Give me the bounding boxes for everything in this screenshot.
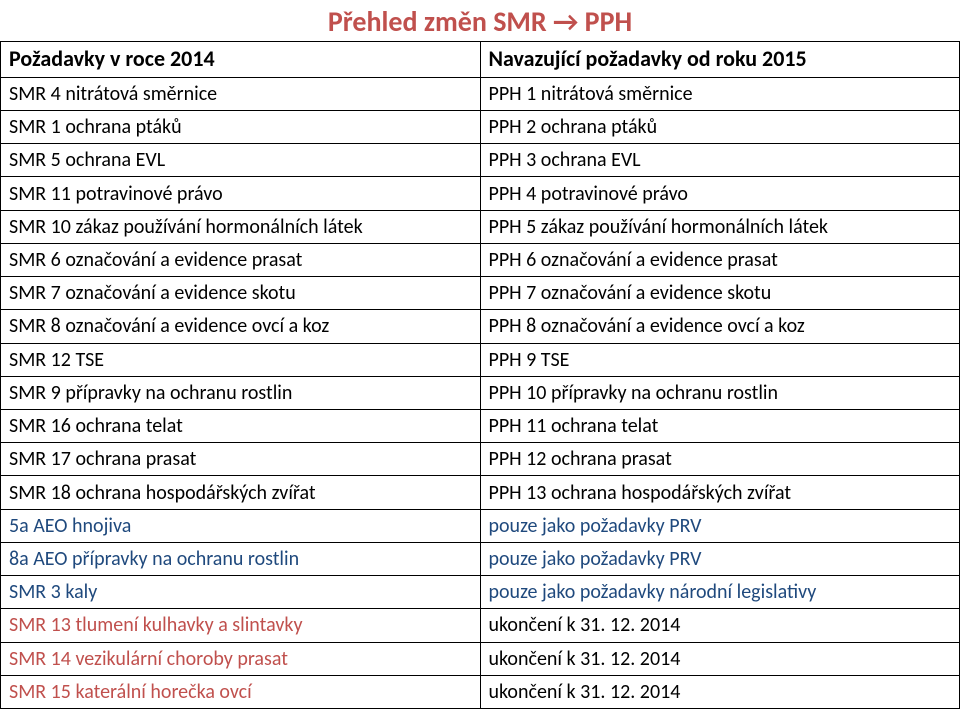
cell-right: PPH 7 označování a evidence skotu	[480, 277, 960, 310]
cell-left: SMR 5 ochrana EVL	[1, 144, 481, 177]
table-row: SMR 12 TSEPPH 9 TSE	[1, 343, 960, 376]
cell-left: 5a AEO hnojiva	[1, 509, 481, 542]
table-row: 5a AEO hnojivapouze jako požadavky PRV	[1, 509, 960, 542]
table-row: SMR 6 označování a evidence prasatPPH 6 …	[1, 243, 960, 276]
table-row: SMR 3 kalypouze jako požadavky národní l…	[1, 576, 960, 609]
table-row: SMR 11 potravinové právoPPH 4 potravinov…	[1, 177, 960, 210]
cell-left: SMR 9 přípravky na ochranu rostlin	[1, 376, 481, 409]
cell-right: PPH 9 TSE	[480, 343, 960, 376]
cell-right: PPH 12 ochrana prasat	[480, 443, 960, 476]
cell-left: SMR 14 vezikulární choroby prasat	[1, 642, 481, 675]
cell-left: SMR 16 ochrana telat	[1, 409, 481, 442]
table-header-row: Požadavky v roce 2014 Navazující požadav…	[1, 42, 960, 78]
cell-left: SMR 10 zákaz používání hormonálních láte…	[1, 210, 481, 243]
table-row: SMR 9 přípravky na ochranu rostlinPPH 10…	[1, 376, 960, 409]
cell-right: PPH 2 ochrana ptáků	[480, 111, 960, 144]
cell-right: PPH 6 označování a evidence prasat	[480, 243, 960, 276]
table-row: SMR 1 ochrana ptákůPPH 2 ochrana ptáků	[1, 111, 960, 144]
cell-right: pouze jako požadavky PRV	[480, 542, 960, 575]
table-row: SMR 10 zákaz používání hormonálních láte…	[1, 210, 960, 243]
cell-left: SMR 4 nitrátová směrnice	[1, 77, 481, 110]
cell-right: ukončení k 31. 12. 2014	[480, 642, 960, 675]
cell-right: ukončení k 31. 12. 2014	[480, 609, 960, 642]
table-row: SMR 18 ochrana hospodářských zvířatPPH 1…	[1, 476, 960, 509]
cell-right: PPH 3 ochrana EVL	[480, 144, 960, 177]
cell-left: SMR 6 označování a evidence prasat	[1, 243, 481, 276]
cell-left: 8a AEO přípravky na ochranu rostlin	[1, 542, 481, 575]
cell-right: ukončení k 31. 12. 2014	[480, 675, 960, 708]
cell-left: SMR 18 ochrana hospodářských zvířat	[1, 476, 481, 509]
cell-right: PPH 1 nitrátová směrnice	[480, 77, 960, 110]
header-right: Navazující požadavky od roku 2015	[480, 42, 960, 78]
table-row: SMR 15 katerální horečka ovcíukončení k …	[1, 675, 960, 708]
table-row: SMR 5 ochrana EVLPPH 3 ochrana EVL	[1, 144, 960, 177]
cell-left: SMR 13 tlumení kulhavky a slintavky	[1, 609, 481, 642]
cell-right: PPH 10 přípravky na ochranu rostlin	[480, 376, 960, 409]
cell-right: PPH 4 potravinové právo	[480, 177, 960, 210]
table-row: SMR 7 označování a evidence skotuPPH 7 o…	[1, 277, 960, 310]
cell-left: SMR 15 katerální horečka ovcí	[1, 675, 481, 708]
cell-right: pouze jako požadavky PRV	[480, 509, 960, 542]
table-row: 8a AEO přípravky na ochranu rostlinpouze…	[1, 542, 960, 575]
table-row: SMR 17 ochrana prasatPPH 12 ochrana pras…	[1, 443, 960, 476]
cell-left: SMR 17 ochrana prasat	[1, 443, 481, 476]
page-container: Přehled změn SMR → PPH Požadavky v roce …	[0, 0, 960, 709]
cell-left: SMR 12 TSE	[1, 343, 481, 376]
cell-left: SMR 3 kaly	[1, 576, 481, 609]
cell-right: PPH 5 zákaz používání hormonálních látek	[480, 210, 960, 243]
cell-right: PPH 13 ochrana hospodářských zvířat	[480, 476, 960, 509]
cell-left: SMR 11 potravinové právo	[1, 177, 481, 210]
cell-left: SMR 8 označování a evidence ovcí a koz	[1, 310, 481, 343]
cell-left: SMR 1 ochrana ptáků	[1, 111, 481, 144]
table-row: SMR 4 nitrátová směrnicePPH 1 nitrátová …	[1, 77, 960, 110]
cell-right: PPH 11 ochrana telat	[480, 409, 960, 442]
cell-left: SMR 7 označování a evidence skotu	[1, 277, 481, 310]
table-row: SMR 13 tlumení kulhavky a slintavkyukonč…	[1, 609, 960, 642]
cell-right: pouze jako požadavky národní legislativy	[480, 576, 960, 609]
table-row: SMR 16 ochrana telatPPH 11 ochrana telat	[1, 409, 960, 442]
table-row: SMR 14 vezikulární choroby prasatukončen…	[1, 642, 960, 675]
cell-right: PPH 8 označování a evidence ovcí a koz	[480, 310, 960, 343]
comparison-table: Požadavky v roce 2014 Navazující požadav…	[0, 41, 960, 709]
header-left: Požadavky v roce 2014	[1, 42, 481, 78]
page-title: Přehled změn SMR → PPH	[0, 0, 960, 41]
table-row: SMR 8 označování a evidence ovcí a kozPP…	[1, 310, 960, 343]
